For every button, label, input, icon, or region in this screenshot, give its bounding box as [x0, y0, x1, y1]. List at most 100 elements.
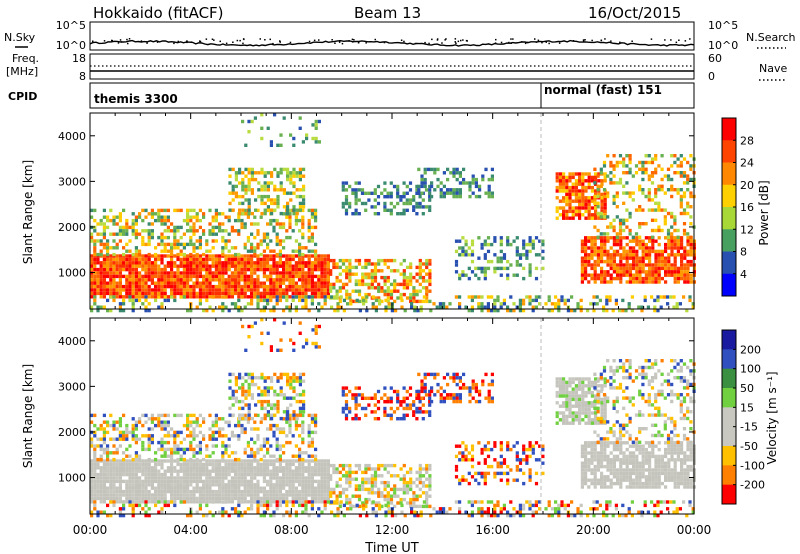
- velocity-cell: [285, 434, 288, 437]
- power-colorbar-tick-label: 8: [740, 246, 747, 259]
- velocity-cell: [231, 490, 234, 493]
- power-cell: [393, 283, 396, 286]
- power-cell: [308, 288, 311, 291]
- velocity-cell: [148, 444, 151, 447]
- power-cell: [314, 243, 317, 246]
- power-cell: [221, 246, 224, 249]
- power-cell: [298, 271, 301, 274]
- velocity-cell: [364, 467, 367, 470]
- power-cell: [151, 222, 154, 225]
- velocity-cell: [96, 466, 99, 469]
- power-cell: [436, 168, 439, 171]
- power-cell: [327, 278, 330, 281]
- noise-search-point: [206, 38, 208, 40]
- power-cell: [673, 215, 676, 218]
- power-cell: [428, 273, 431, 276]
- velocity-cell: [345, 498, 348, 501]
- velocity-cell: [266, 493, 269, 496]
- velocity-cell: [314, 448, 317, 451]
- power-cell: [247, 288, 250, 291]
- velocity-cell: [96, 476, 99, 479]
- power-cell: [160, 222, 163, 225]
- power-cell: [144, 271, 147, 274]
- velocity-cell: [141, 473, 144, 476]
- velocity-cell: [308, 466, 311, 469]
- power-cell: [625, 154, 628, 157]
- power-cell: [416, 293, 419, 296]
- power-cell: [208, 278, 211, 281]
- power-cell: [355, 266, 358, 269]
- velocity-cell: [279, 483, 282, 486]
- velocity-cell: [122, 470, 125, 473]
- power-cell: [260, 261, 263, 264]
- power-cell: [390, 209, 393, 212]
- power-cell: [619, 181, 622, 184]
- power-cell: [324, 271, 327, 274]
- power-cell: [221, 292, 224, 295]
- power-cell: [667, 174, 670, 177]
- velocity-cell: [157, 414, 160, 417]
- velocity-cell: [122, 480, 125, 483]
- power-cell: [674, 274, 677, 277]
- velocity-cell: [244, 466, 247, 469]
- power-cell: [292, 205, 295, 208]
- power-cell: [446, 178, 449, 181]
- velocity-cell: [148, 493, 151, 496]
- power-cell: [299, 127, 302, 130]
- power-cell: [638, 222, 641, 225]
- power-cell: [221, 288, 224, 291]
- power-cell: [208, 282, 211, 285]
- power-cell: [522, 299, 525, 302]
- power-cell: [638, 161, 641, 164]
- velocity-cell: [256, 483, 259, 486]
- noise-search-point: [272, 43, 274, 45]
- power-cell: [132, 275, 135, 278]
- power-cell: [400, 306, 403, 309]
- power-cell: [282, 278, 285, 281]
- power-cell: [251, 212, 254, 215]
- power-cell: [645, 246, 648, 249]
- power-cell: [355, 192, 358, 195]
- velocity-cell: [260, 421, 263, 424]
- power-cell: [658, 274, 661, 277]
- power-cell: [599, 299, 602, 302]
- power-cell: [234, 278, 237, 281]
- power-cell: [674, 240, 677, 243]
- power-cell: [600, 232, 603, 235]
- power-cell: [196, 216, 199, 219]
- power-cell: [199, 258, 202, 261]
- power-cell: [132, 233, 135, 236]
- velocity-cell: [202, 493, 205, 496]
- velocity-cell: [285, 493, 288, 496]
- power-cell: [183, 282, 186, 285]
- power-cell: [493, 302, 496, 305]
- power-cell: [157, 265, 160, 268]
- power-cell: [224, 288, 227, 291]
- power-cell: [116, 282, 119, 285]
- power-cell: [572, 217, 575, 220]
- velocity-cell: [215, 431, 218, 434]
- velocity-cell: [202, 434, 205, 437]
- velocity-cell: [215, 493, 218, 496]
- velocity-cell: [180, 441, 183, 444]
- velocity-cell: [167, 421, 170, 424]
- power-cell: [333, 295, 336, 298]
- velocity-cell: [288, 480, 291, 483]
- power-cell: [103, 271, 106, 274]
- power-cell: [288, 278, 291, 281]
- velocity-cell: [301, 431, 304, 434]
- power-cell: [387, 279, 390, 282]
- power-cell: [241, 202, 244, 205]
- velocity-cell: [320, 487, 323, 490]
- power-cell: [559, 176, 562, 179]
- power-cell: [415, 212, 418, 215]
- power-cell: [167, 243, 170, 246]
- power-cell: [525, 295, 528, 298]
- power-cell: [497, 267, 500, 270]
- power-cell: [276, 295, 279, 298]
- velocity-cell: [240, 459, 243, 462]
- power-cell: [301, 265, 304, 268]
- noise-search-point: [220, 41, 222, 43]
- power-cell: [132, 212, 135, 215]
- power-cell: [603, 260, 606, 263]
